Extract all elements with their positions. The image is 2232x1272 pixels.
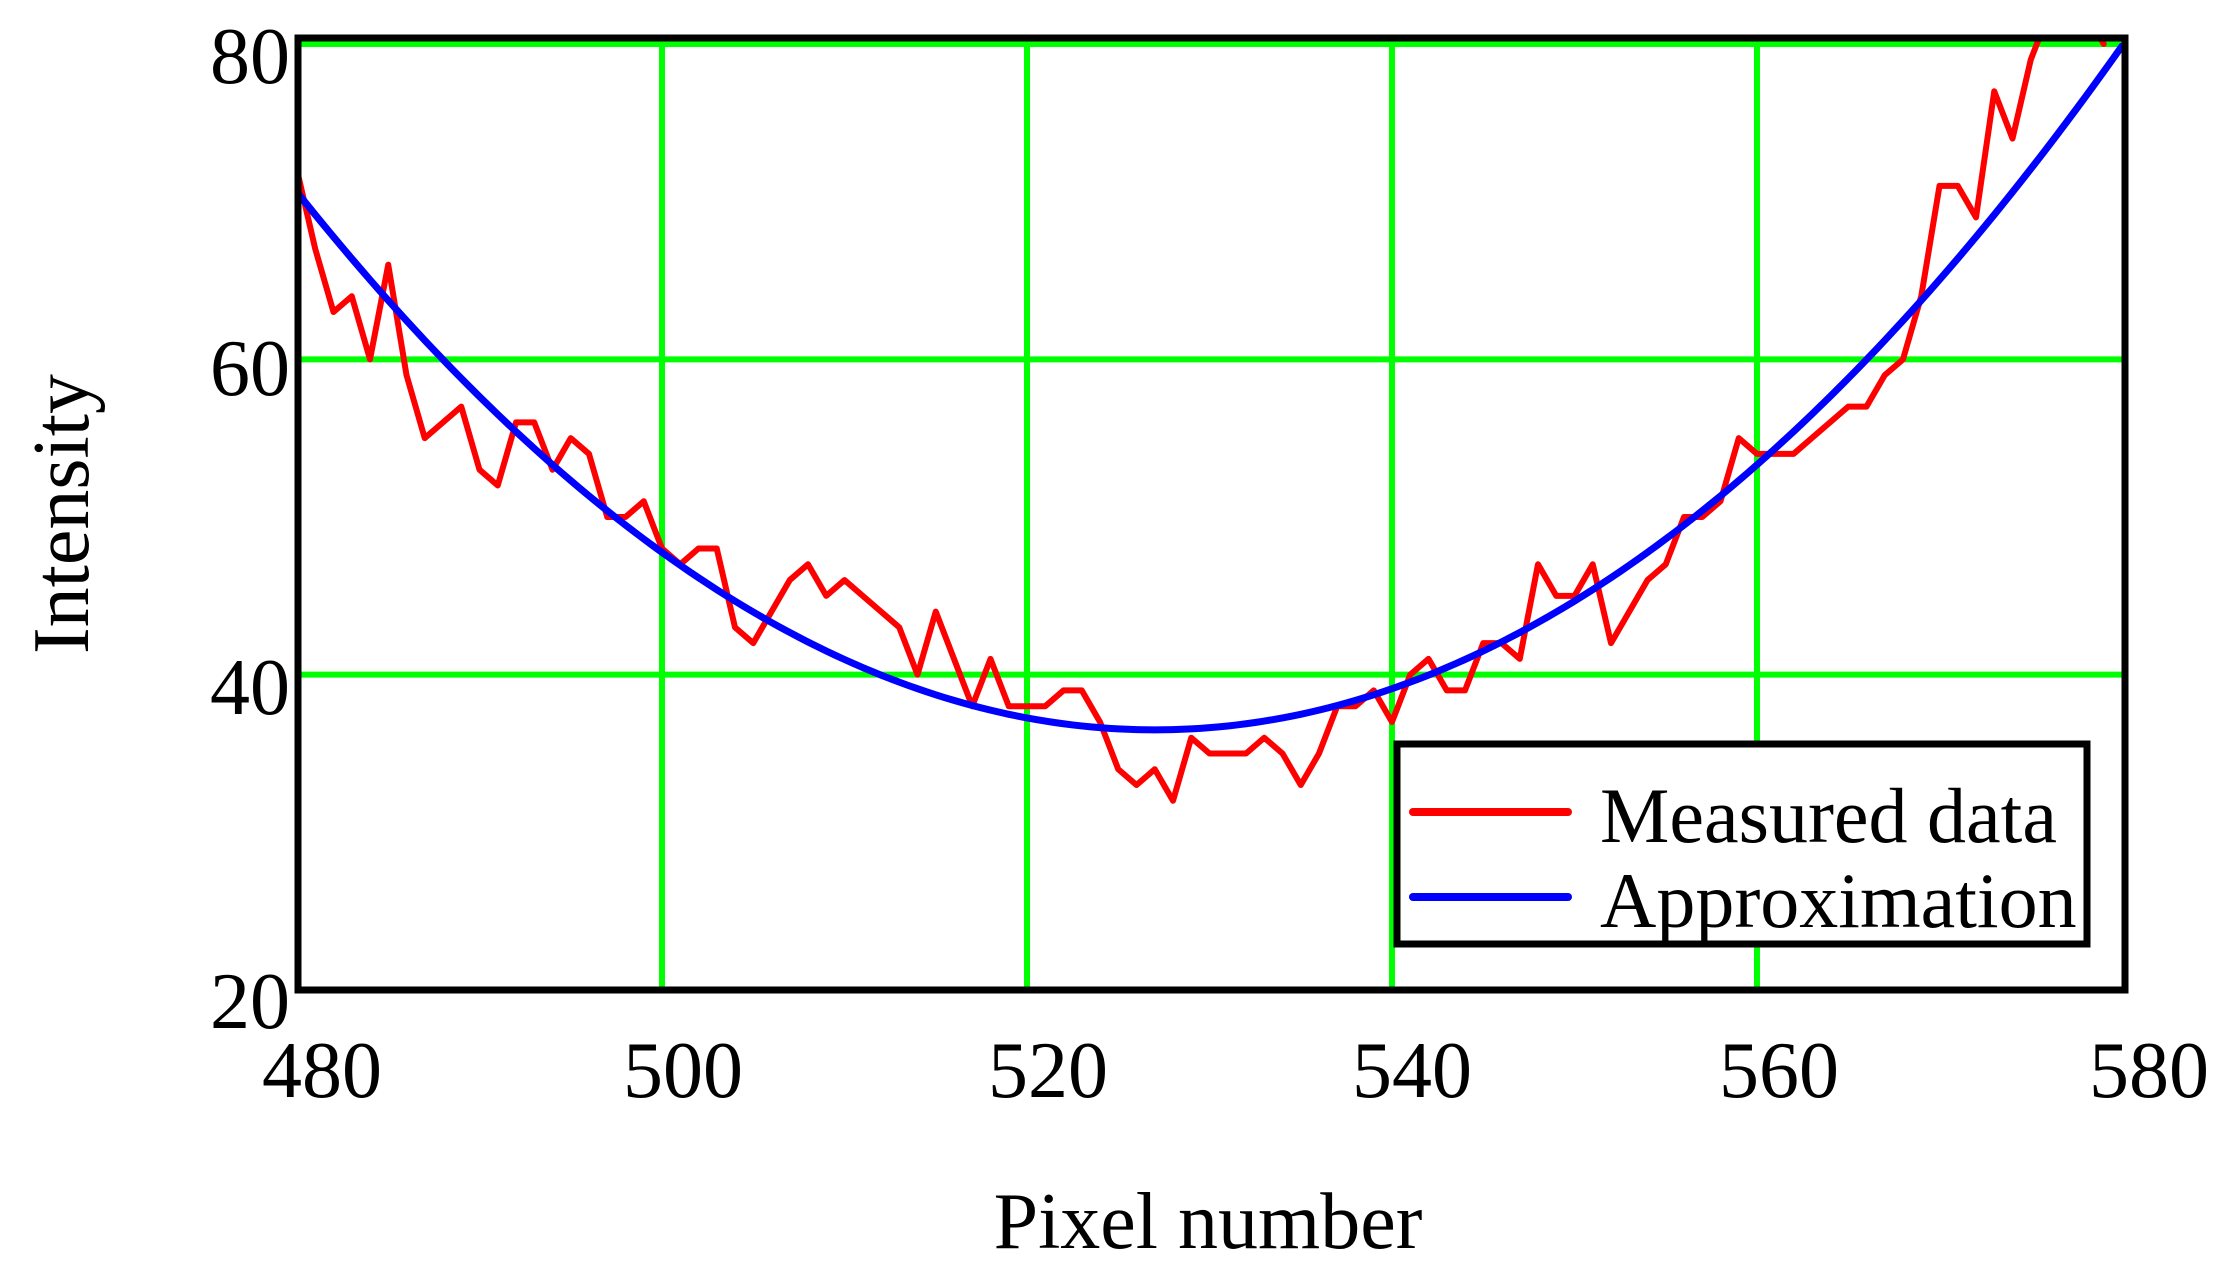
x-tick-label: 580 xyxy=(2089,1027,2209,1115)
x-axis-ticks: 480 500 520 540 560 580 xyxy=(262,1027,2209,1115)
y-axis-ticks: 20 40 60 80 xyxy=(210,13,290,1046)
y-axis-title: Intensity xyxy=(18,374,106,654)
x-tick-label: 540 xyxy=(1352,1027,1472,1115)
y-tick-label: 40 xyxy=(210,644,290,732)
x-tick-label: 480 xyxy=(262,1027,382,1115)
y-tick-label: 20 xyxy=(210,958,290,1046)
measured-data-line xyxy=(298,41,2107,804)
x-tick-label: 500 xyxy=(623,1027,743,1115)
legend-label-approximation: Approximation xyxy=(1600,857,2077,944)
legend: Measured data Approximation xyxy=(1393,740,2091,948)
legend-label-measured: Measured data xyxy=(1600,772,2057,859)
y-tick-label: 80 xyxy=(210,13,290,101)
y-tick-label: 60 xyxy=(210,325,290,413)
legend-box xyxy=(1393,740,2091,948)
x-axis-title: Pixel number xyxy=(994,1178,1423,1266)
plot-frame xyxy=(294,34,2129,994)
x-tick-label: 520 xyxy=(988,1027,1108,1115)
x-tick-label: 560 xyxy=(1719,1027,1839,1115)
approximation-line xyxy=(298,42,2125,734)
gridlines xyxy=(298,41,2125,990)
